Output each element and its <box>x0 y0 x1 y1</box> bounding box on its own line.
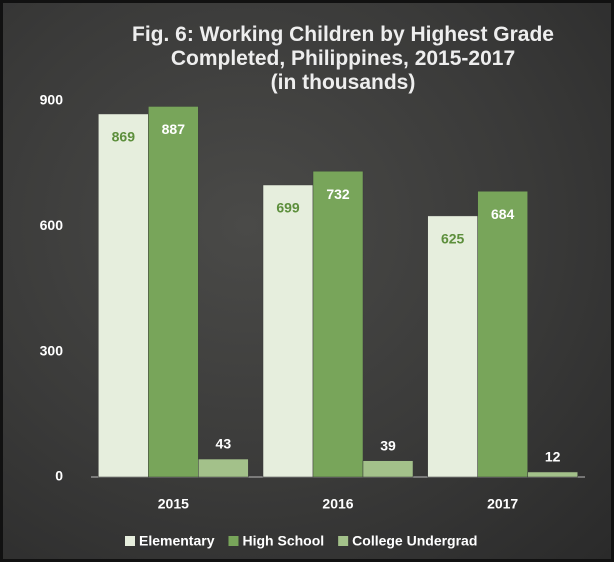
x-tick-label: 2015 <box>158 496 189 512</box>
y-tick-label: 600 <box>40 217 64 233</box>
value-label: 887 <box>162 121 186 137</box>
legend-swatch <box>125 536 135 546</box>
x-tick-label: 2017 <box>487 496 518 512</box>
bar <box>362 460 414 478</box>
value-label: 732 <box>326 186 350 202</box>
bar <box>262 184 314 478</box>
chart-title: Fig. 6: Working Children by Highest Grad… <box>132 23 554 70</box>
bar <box>427 215 478 478</box>
bar <box>98 113 149 478</box>
bar <box>198 458 249 478</box>
x-tick-label: 2016 <box>322 496 353 512</box>
bar <box>527 471 578 478</box>
y-tick-label: 0 <box>55 468 63 484</box>
plot: 0 300 600 900 2015 869 887 43 2016 699 732 39 2017 62… <box>40 92 585 549</box>
legend-label: High School <box>242 533 324 549</box>
value-label: 699 <box>276 200 300 216</box>
value-label: 869 <box>112 129 136 145</box>
bar <box>312 170 364 478</box>
value-label: 12 <box>545 449 561 465</box>
y-tick-label: 300 <box>40 342 64 358</box>
bar <box>477 190 528 478</box>
bar <box>148 106 199 478</box>
value-label: 684 <box>491 206 515 222</box>
value-label: 625 <box>441 231 465 247</box>
value-label: 43 <box>216 436 232 452</box>
legend-label: College Undergrad <box>352 533 477 549</box>
legend-swatch <box>228 536 239 546</box>
value-label: 39 <box>380 437 396 453</box>
chart-subtitle: (in thousands) <box>270 71 416 94</box>
y-tick-label: 900 <box>40 92 64 108</box>
chart-title-block: Fig. 6: Working Children by Highest Grad… <box>103 23 583 95</box>
legend-swatch <box>338 536 349 546</box>
legend-label: Elementary <box>139 533 215 549</box>
